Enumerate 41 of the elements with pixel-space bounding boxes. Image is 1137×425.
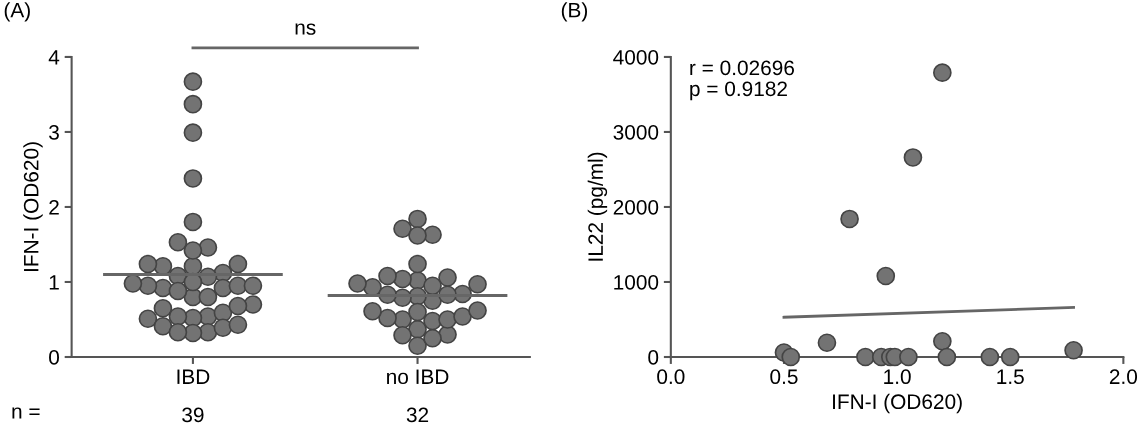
x-tick-label: no IBD bbox=[387, 369, 449, 385]
point bbox=[899, 347, 918, 367]
point bbox=[1000, 347, 1020, 367]
point bbox=[876, 266, 896, 286]
y-tick-label: 2 bbox=[49, 199, 59, 215]
point bbox=[903, 148, 923, 167]
text: 39 bbox=[182, 407, 204, 423]
text: 32 bbox=[406, 407, 429, 423]
y-tick-label: 0 bbox=[648, 350, 659, 365]
point bbox=[933, 331, 952, 351]
y-tick-label: 1000 bbox=[614, 274, 659, 290]
annotation: r = 0.02696 bbox=[690, 60, 794, 76]
y-tick-label: 2000 bbox=[613, 199, 659, 215]
point bbox=[781, 347, 801, 367]
text: n = bbox=[12, 407, 40, 419]
chart-title: (B) bbox=[561, 2, 588, 22]
y-axis-title: IL22 (pg/ml) bbox=[587, 152, 608, 261]
point bbox=[980, 347, 1000, 367]
y-tick-label: 3 bbox=[49, 124, 59, 140]
y-tick-label: 3000 bbox=[613, 124, 659, 140]
y-tick-label: 4 bbox=[48, 50, 60, 65]
x-tick-label: 1.0 bbox=[884, 369, 911, 385]
x-tick-label: IBD bbox=[177, 369, 210, 384]
point bbox=[856, 347, 875, 367]
x-tick-label: 1.5 bbox=[997, 369, 1024, 385]
y-axis-title: IFN-I (OD620) bbox=[23, 142, 43, 272]
annotation: p = 0.9182 bbox=[690, 81, 787, 101]
point bbox=[1064, 340, 1083, 360]
point bbox=[933, 63, 952, 83]
text: ns bbox=[295, 23, 316, 35]
x-tick-label: 2.0 bbox=[1109, 369, 1137, 385]
y-tick-label: 4000 bbox=[613, 49, 659, 65]
chart-title: (A) bbox=[4, 2, 30, 22]
x-tick-label: 0.5 bbox=[770, 369, 798, 385]
point bbox=[937, 347, 957, 367]
x-tick-label: 0.0 bbox=[657, 369, 685, 385]
y-tick-label: 0 bbox=[49, 350, 60, 365]
point bbox=[817, 333, 837, 353]
x-axis-title: IFN-I (OD620) bbox=[833, 393, 962, 414]
point bbox=[840, 209, 859, 229]
y-tick-label: 1 bbox=[49, 275, 59, 290]
